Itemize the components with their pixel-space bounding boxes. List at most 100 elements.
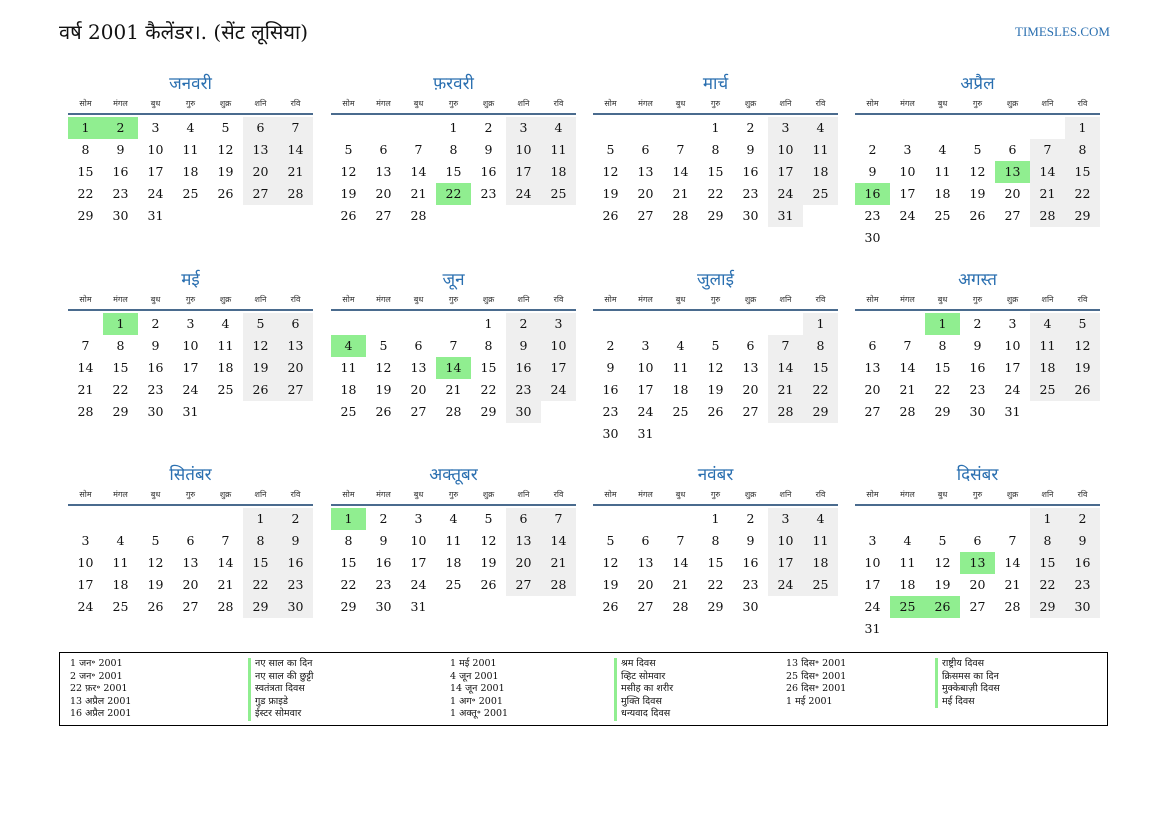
day-cell: 27 <box>410 404 427 419</box>
day-cell: 5 <box>1065 313 1100 335</box>
empty-cell <box>138 508 173 530</box>
day-cell: 28 <box>672 208 689 223</box>
site-link[interactable]: TIMESLES.COM <box>1015 24 1110 39</box>
day-cell: 8 <box>116 338 125 353</box>
day-cell: 10 <box>77 555 94 570</box>
day-cell: 19 <box>602 186 619 201</box>
day-cell: 20 <box>742 382 759 397</box>
day-cell: 27 <box>864 404 881 419</box>
legend-dates-1: 1 जन॰ 2001 2 जन॰ 2001 22 फ़र॰ 2001 13 अप्रै… <box>70 658 131 721</box>
day-cell: 21 <box>445 382 462 397</box>
month-name: नवंबर <box>697 465 734 485</box>
weekday-label: गुरु <box>448 295 459 304</box>
legend-date: 1 अक्तू॰ 2001 <box>450 708 509 719</box>
day-cell: 7 <box>676 533 685 548</box>
day-cell: 9 <box>606 360 615 375</box>
month-block: नवंबर सोम मंगल बुध गुरु शुक्र शनि रवि 1 2 3 4 5 6 7 8 9 1… <box>593 462 838 618</box>
day-cell: 13 <box>375 164 392 179</box>
day-cell: 15 <box>1030 552 1065 574</box>
days-grid: 1 2 3 4 5 6 7 8 9 10 11 12 13 14 15 16 17 18 19 20 21 22 23 24 2… <box>855 508 1100 640</box>
day-cell: 14 <box>278 139 313 161</box>
legend-holiday: स्वतंत्रता दिवस <box>248 683 313 696</box>
day-cell: 7 <box>449 338 458 353</box>
day-cell: 9 <box>506 335 541 357</box>
day-cell: 5 <box>973 142 982 157</box>
day-cell: 29 <box>340 599 357 614</box>
weekday-label: गुरु <box>185 99 196 108</box>
day-cell: 30 <box>602 426 619 441</box>
weekday-label: मंगल <box>113 295 128 304</box>
day-cell: 20 <box>410 382 427 397</box>
day-cell: 28 <box>77 404 94 419</box>
holiday-day-cell: 1 <box>68 117 103 139</box>
day-cell: 13 <box>243 139 278 161</box>
day-cell: 2 <box>746 511 755 526</box>
weekday-label: बुध <box>937 295 948 304</box>
month-block: जुलाई सोम मंगल बुध गुरु शुक्र शनि रवि 1 2 3 4 5 6 7 8 9 1… <box>593 267 838 445</box>
days-grid: 1 2 3 4 5 6 7 8 9 10 11 12 13 14 15 16 17 18 19 20 21 22 23 24 2… <box>331 508 576 618</box>
day-cell: 14 <box>672 555 689 570</box>
empty-cell <box>995 508 1030 530</box>
day-cell: 27 <box>969 599 986 614</box>
weekday-label: गुरु <box>710 490 721 499</box>
day-cell: 10 <box>541 335 576 357</box>
weekday-label: शनि <box>254 295 267 304</box>
legend-date: 14 जून 2001 <box>450 683 505 694</box>
day-cell: 20 <box>637 577 654 592</box>
day-cell: 19 <box>934 577 951 592</box>
day-cell: 12 <box>480 533 497 548</box>
day-cell: 15 <box>445 164 462 179</box>
day-cell: 24 <box>541 379 576 401</box>
legend-date: 4 जून 2001 <box>450 670 499 682</box>
weekday-label: शुक्र <box>482 490 495 499</box>
day-cell: 23 <box>742 577 759 592</box>
weekday-label: बुध <box>413 99 424 108</box>
weekday-header: सोम मंगल बुध गुरु शुक्र शनि रवि <box>855 97 1100 115</box>
weekday-header: सोम मंगल बुध गुरु शुक्र शनि रवि <box>68 488 313 506</box>
day-cell: 16 <box>969 360 986 375</box>
month-block: फ़रवरी सोम मंगल बुध गुरु शुक्र शनि रवि 1 2 3 4 5 6 7 8 9… <box>331 71 576 227</box>
day-cell: 17 <box>768 552 803 574</box>
weekday-label: शनि <box>779 295 792 304</box>
day-cell: 1 <box>243 508 278 530</box>
month-name: मई <box>181 270 200 290</box>
empty-cell <box>366 313 401 335</box>
day-cell: 19 <box>375 382 392 397</box>
day-cell: 15 <box>243 552 278 574</box>
day-cell: 18 <box>1030 357 1065 379</box>
weekday-label: रवि <box>1077 490 1088 499</box>
weekday-label: गुरु <box>185 490 196 499</box>
legend-date: 26 दिस॰ 2001 <box>786 683 847 694</box>
day-cell: 11 <box>1030 335 1065 357</box>
holiday-day-cell: 1 <box>103 313 138 335</box>
weekday-label: रवि <box>1077 295 1088 304</box>
weekday-label: शनि <box>1041 295 1054 304</box>
day-cell: 19 <box>1065 357 1100 379</box>
weekday-label: बुध <box>937 99 948 108</box>
weekday-label: शुक्र <box>744 99 757 108</box>
day-cell: 18 <box>899 577 916 592</box>
month-block: अप्रैल सोम मंगल बुध गुरु शुक्र शनि रवि 1 2 3 4 5 6 7 8 9… <box>855 71 1100 249</box>
day-cell: 4 <box>186 120 195 135</box>
day-cell: 30 <box>278 596 313 618</box>
day-cell: 23 <box>147 382 164 397</box>
day-cell: 15 <box>934 360 951 375</box>
day-cell: 5 <box>938 533 947 548</box>
day-cell: 6 <box>746 338 755 353</box>
month-name: जून <box>442 270 465 290</box>
weekday-label: सोम <box>604 490 617 499</box>
day-cell: 29 <box>803 401 838 423</box>
day-cell: 11 <box>899 555 916 570</box>
day-cell: 11 <box>217 338 234 353</box>
page-title: वर्ष 2001 कैलेंडर।. (सेंट लूसिया) <box>59 20 308 44</box>
legend-dates-3: 13 दिस॰ 2001 25 दिस॰ 2001 26 दिस॰ 2001 1 मई… <box>786 658 846 708</box>
weekday-label: सोम <box>342 99 355 108</box>
day-cell: 3 <box>81 533 90 548</box>
day-cell: 4 <box>676 338 685 353</box>
day-cell: 30 <box>375 599 392 614</box>
day-cell: 6 <box>278 313 313 335</box>
day-cell: 15 <box>1065 161 1100 183</box>
day-cell: 8 <box>1030 530 1065 552</box>
weekday-label: सोम <box>79 490 92 499</box>
weekday-label: बुध <box>413 490 424 499</box>
